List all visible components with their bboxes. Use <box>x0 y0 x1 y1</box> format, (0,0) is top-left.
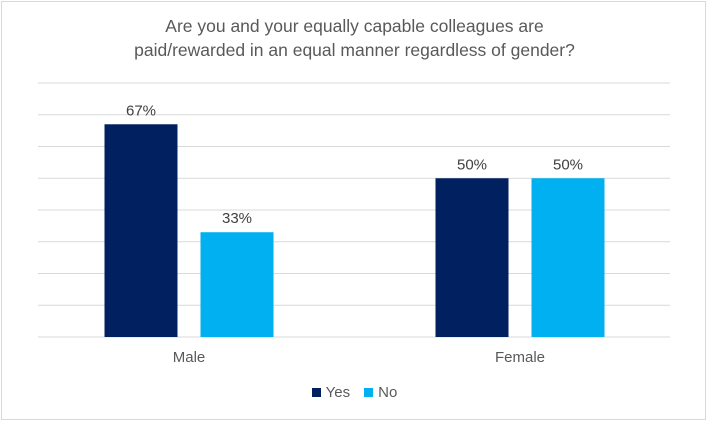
data-label: 67% <box>126 102 156 119</box>
legend-label-no: No <box>378 384 398 401</box>
bar-yes-female <box>435 178 509 337</box>
bar-no-female <box>531 178 605 337</box>
legend-item-no: No <box>364 384 397 401</box>
legend-label-yes: Yes <box>325 384 351 401</box>
data-label: 50% <box>553 156 583 173</box>
legend-swatch-no <box>364 388 374 397</box>
data-label: 50% <box>457 156 487 173</box>
x-tick-label: Male <box>173 349 206 366</box>
data-label: 33% <box>222 210 252 227</box>
legend-swatch-yes <box>311 388 321 397</box>
legend-item-yes: Yes <box>311 384 351 401</box>
x-tick-label: Female <box>495 349 545 366</box>
bar-yes-male <box>104 124 178 338</box>
legend: Yes No <box>0 384 709 401</box>
title-line-2: paid/rewarded in an equal manner regardl… <box>134 40 575 60</box>
bar-no-male <box>200 232 274 337</box>
title-line-1: Are you and your equally capable colleag… <box>165 16 544 36</box>
chart-title: Are you and your equally capable colleag… <box>0 14 709 62</box>
